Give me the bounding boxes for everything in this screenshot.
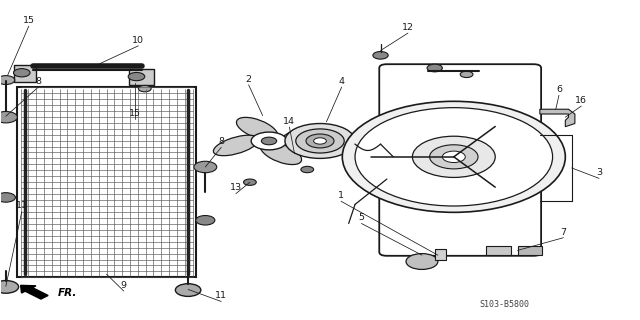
Text: 12: 12	[402, 23, 414, 32]
Bar	[129, 69, 154, 84]
Circle shape	[285, 124, 355, 158]
Text: 1: 1	[338, 191, 344, 200]
Circle shape	[314, 138, 326, 144]
FancyBboxPatch shape	[380, 64, 541, 256]
Circle shape	[175, 284, 201, 296]
Circle shape	[251, 132, 287, 150]
Text: 8: 8	[218, 137, 224, 146]
Text: 11: 11	[215, 291, 227, 300]
Circle shape	[0, 193, 15, 202]
Bar	[518, 246, 541, 255]
Circle shape	[13, 69, 30, 77]
Text: 14: 14	[284, 117, 296, 126]
Circle shape	[301, 166, 314, 173]
Circle shape	[128, 72, 145, 81]
Circle shape	[194, 161, 217, 173]
Circle shape	[306, 134, 334, 148]
Polygon shape	[540, 109, 575, 127]
Circle shape	[0, 111, 17, 123]
Circle shape	[196, 215, 215, 225]
Bar	[17, 87, 196, 277]
Circle shape	[0, 281, 19, 293]
Text: 2: 2	[246, 75, 252, 84]
Text: 16: 16	[575, 96, 588, 105]
Circle shape	[296, 129, 344, 153]
Circle shape	[355, 108, 552, 206]
Text: 9: 9	[121, 281, 127, 290]
Circle shape	[460, 71, 473, 77]
Circle shape	[138, 85, 151, 92]
Text: 10: 10	[132, 36, 145, 44]
Circle shape	[0, 76, 15, 84]
Text: 11: 11	[16, 202, 28, 211]
Ellipse shape	[260, 142, 301, 164]
Text: 8: 8	[35, 77, 42, 86]
Text: 13: 13	[230, 183, 242, 192]
Text: S103-B5800: S103-B5800	[480, 300, 530, 309]
Text: 15: 15	[129, 108, 141, 117]
Circle shape	[427, 64, 442, 72]
Bar	[14, 65, 36, 82]
Text: 7: 7	[561, 228, 566, 236]
Circle shape	[342, 101, 565, 212]
Text: 4: 4	[339, 77, 345, 86]
Text: 15: 15	[23, 16, 35, 25]
Text: 5: 5	[358, 213, 364, 222]
Circle shape	[442, 151, 465, 163]
Ellipse shape	[236, 117, 278, 140]
Circle shape	[373, 52, 388, 59]
Ellipse shape	[279, 126, 324, 147]
Circle shape	[429, 145, 478, 169]
Polygon shape	[20, 285, 48, 299]
Bar	[435, 249, 446, 260]
Bar	[17, 87, 196, 277]
Circle shape	[406, 253, 438, 269]
Text: FR.: FR.	[58, 288, 77, 298]
Text: 3: 3	[596, 168, 602, 177]
Bar	[486, 246, 511, 255]
Circle shape	[412, 136, 495, 178]
Circle shape	[261, 137, 276, 145]
Ellipse shape	[213, 135, 259, 156]
Circle shape	[244, 179, 256, 185]
Text: 6: 6	[556, 85, 562, 94]
